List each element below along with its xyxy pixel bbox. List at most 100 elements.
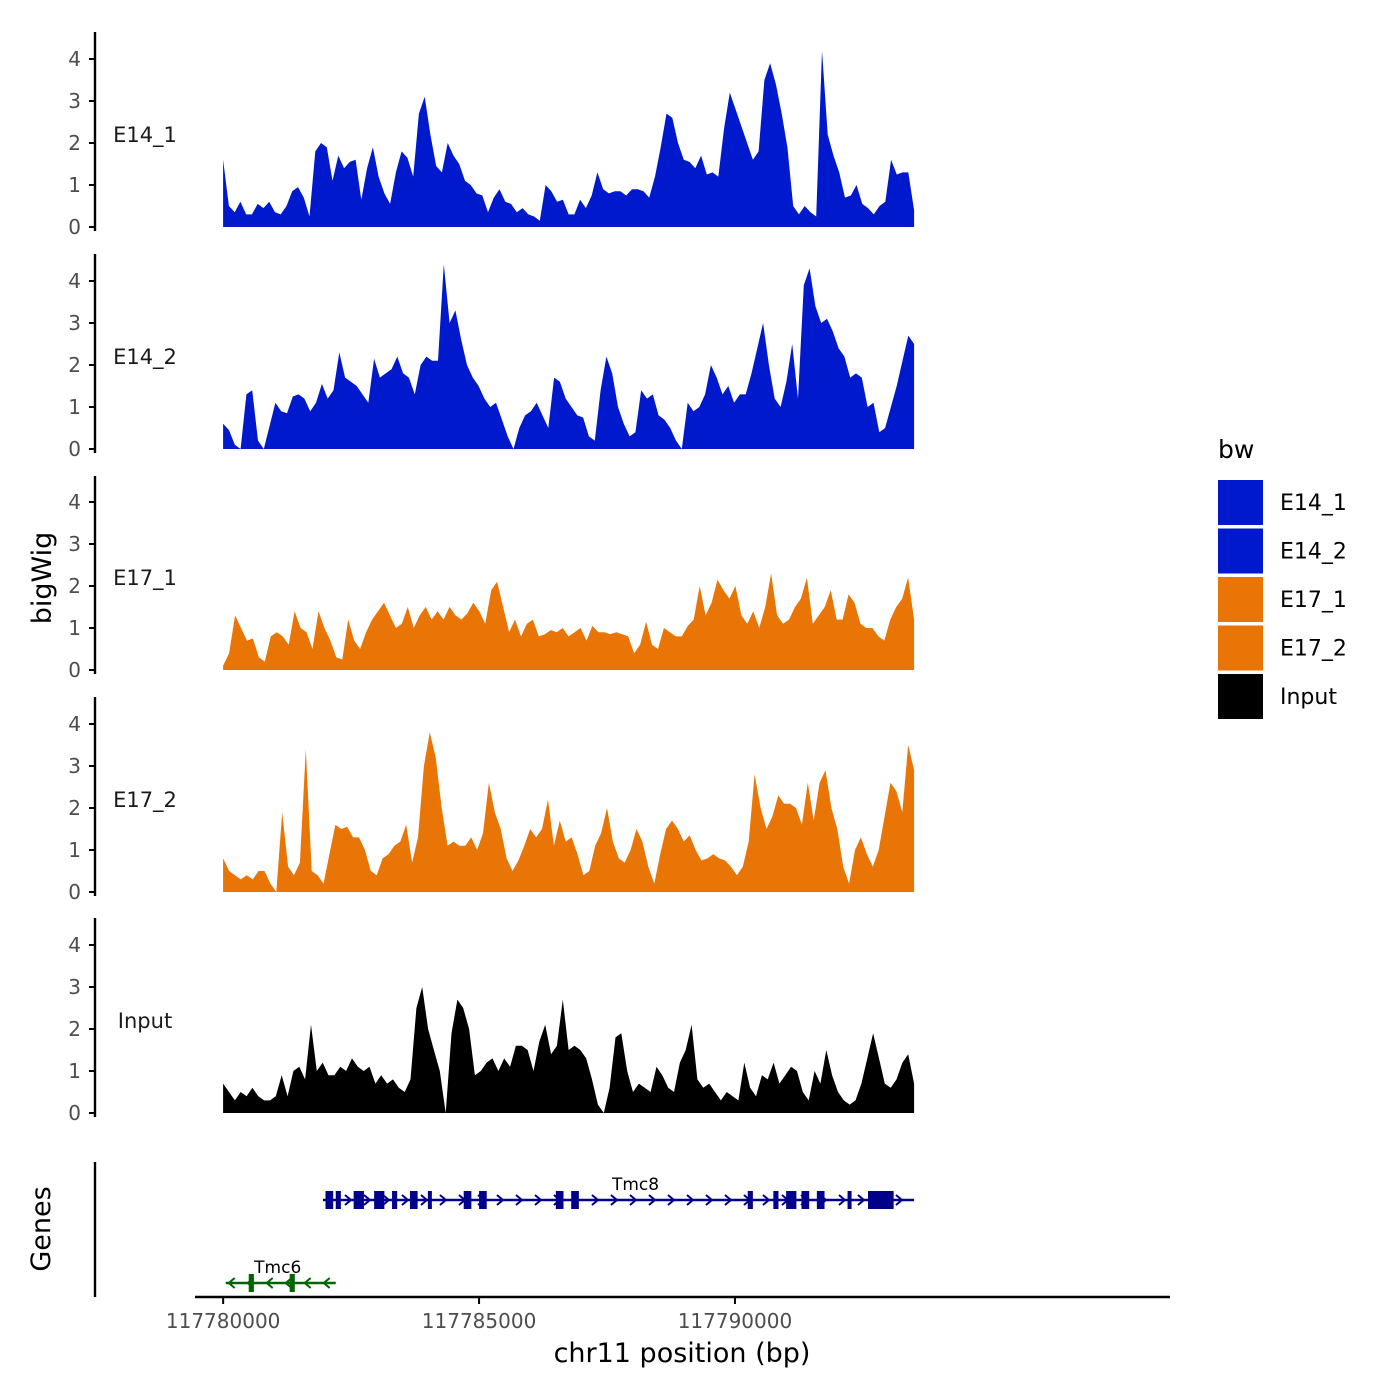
strand-chevron [227,1277,236,1289]
legend-label: E17_1 [1280,588,1347,613]
y-tick-label: 2 [68,1017,81,1041]
strand-chevron [420,1194,429,1206]
strand-chevron [515,1194,524,1206]
track-label: E14_2 [113,345,177,370]
x-tick-label: 117780000 [166,1309,281,1333]
signal-area-E17_1 [223,573,915,670]
gene-exon [847,1191,852,1209]
y-tick-label: 2 [68,131,81,155]
track-E14_1: 0 1 2 3 4 E14_1 [68,32,915,239]
strand-chevron [534,1194,543,1206]
strand-chevron [591,1194,600,1206]
strand-chevron [762,1194,771,1206]
legend-key [1218,480,1263,525]
y-tick-label: 0 [68,437,81,461]
strand-chevron [686,1194,695,1206]
y-tick-label: 1 [68,838,81,862]
legend-label: Input [1280,685,1337,710]
y-tick-label: 4 [68,712,81,736]
signal-area-E14_1 [223,50,915,227]
y-tick-label: 3 [68,975,81,999]
y-tick-label: 2 [68,574,81,598]
gene-exon [571,1191,579,1209]
gene-exon [335,1191,341,1209]
gene-exon [773,1191,779,1209]
track-label: E14_1 [113,123,177,148]
strand-chevron [344,1194,353,1206]
legend-entry-E14_2: E14_2 [1218,528,1347,574]
gene-exon [747,1191,753,1209]
gene-exon [325,1191,334,1209]
legend-entries: E14_1 E14_2 E17_1 E17_2 Input [1218,480,1347,719]
gene-exon [801,1191,810,1209]
strand-chevron [705,1194,714,1206]
strand-chevron [724,1194,733,1206]
legend-entry-E14_1: E14_1 [1218,480,1347,525]
legend-label: E14_1 [1280,491,1347,516]
legend: bw E14_1 E14_2 E17_1 E17_2 Input [1218,435,1347,719]
x-tick-label: 117785000 [422,1309,537,1333]
gene-label: Tmc8 [611,1175,659,1195]
genes-axis-label: Genes [26,1186,57,1271]
signal-tracks: 0 1 2 3 4 E14_1 0 1 2 3 4 E14_2 0 1 2 3 4 E17_1 0 1 2 3 4 E17_2… [68,32,915,1125]
track-Input: 0 1 2 3 4 Input [68,918,915,1125]
x-tick-label: 117790000 [678,1309,793,1333]
y-tick-label: 3 [68,89,81,113]
gene-exon [248,1274,254,1292]
y-tick-label: 3 [68,754,81,778]
x-ticks: 117780000 117785000 117790000 [166,1297,792,1333]
x-axis-title: chr11 position (bp) [554,1338,811,1369]
track-label: E17_2 [113,788,177,813]
y-tick-label: 1 [68,395,81,419]
y-tick-label: 3 [68,311,81,335]
legend-key [1218,674,1263,719]
strand-chevron [322,1277,331,1289]
track-E17_1: 0 1 2 3 4 E17_1 [68,476,915,682]
y-tick-label: 0 [68,1101,81,1125]
gene-label: Tmc6 [253,1258,301,1278]
y-tick-label: 1 [68,173,81,197]
gene-exon [427,1191,432,1209]
genes-panel: Genes Tmc8 Tmc6 [26,1162,915,1297]
gene-exon [289,1274,295,1292]
signal-area-E14_2 [223,264,915,449]
gene-exon [786,1191,797,1209]
gene-exon [409,1191,418,1209]
legend-label: E17_2 [1280,637,1347,662]
gene-exon [555,1191,564,1209]
y-tick-label: 4 [68,933,81,957]
gene-exon [463,1191,472,1209]
strand-chevron [265,1277,274,1289]
strand-chevron [610,1194,619,1206]
strand-chevron [496,1194,505,1206]
y-tick-label: 4 [68,47,81,71]
legend-entry-E17_1: E17_1 [1218,577,1347,622]
gene-Tmc6: Tmc6 [225,1258,336,1292]
strand-chevron [857,1194,866,1206]
x-axis: 117780000 117785000 117790000 chr11 positi… [166,1295,1170,1369]
signal-area-E17_2 [223,732,915,892]
strand-chevron [303,1277,312,1289]
signal-area-Input [223,987,915,1113]
legend-entry-Input: Input [1218,674,1337,719]
y-tick-label: 4 [68,269,81,293]
gene-exon [374,1191,385,1209]
gene-exon [816,1191,825,1209]
legend-title: bw [1218,435,1254,464]
gene-exon [353,1191,364,1209]
y-tick-label: 0 [68,880,81,904]
legend-entry-E17_2: E17_2 [1218,625,1347,671]
track-E14_2: 0 1 2 3 4 E14_2 [68,254,915,461]
strand-chevron [629,1194,638,1206]
legend-label: E14_2 [1280,540,1347,565]
strand-chevron [363,1194,372,1206]
strand-chevron [667,1194,676,1206]
track-E17_2: 0 1 2 3 4 E17_2 [68,697,915,904]
y-tick-label: 2 [68,796,81,820]
strand-chevron [401,1194,410,1206]
y-tick-label: 4 [68,490,81,514]
y-tick-label: 1 [68,1059,81,1083]
strand-chevron [895,1194,904,1206]
gene-Tmc8: Tmc8 [322,1175,915,1209]
